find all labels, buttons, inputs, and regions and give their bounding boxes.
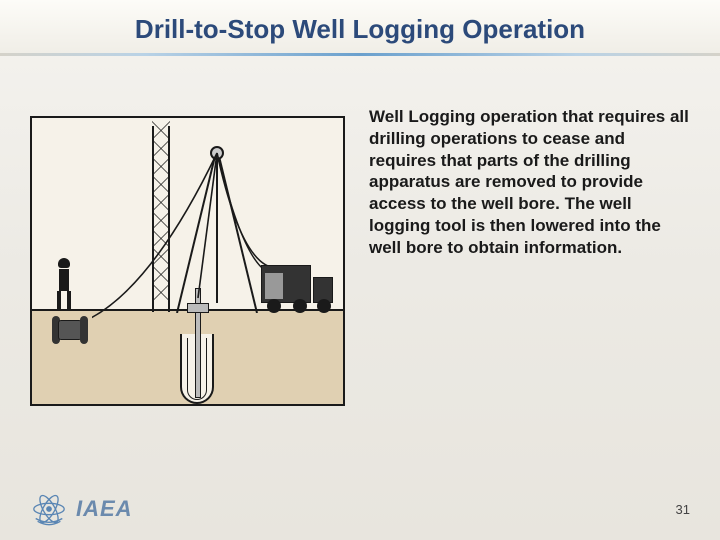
logging-truck [261,258,333,313]
org-name: IAEA [76,496,133,522]
operator-figure [52,258,76,313]
atom-icon [30,490,68,528]
title-bar: Drill-to-Stop Well Logging Operation [0,0,720,56]
well-logging-illustration [30,116,345,406]
logging-cables [92,148,282,328]
content-area: Well Logging operation that requires all… [0,56,720,406]
page-number: 31 [676,502,690,517]
cable-spool [50,316,90,344]
slide-footer: IAEA 31 [0,490,720,528]
org-logo: IAEA [30,490,133,528]
description-text: Well Logging operation that requires all… [369,106,689,406]
slide-title: Drill-to-Stop Well Logging Operation [0,14,720,45]
